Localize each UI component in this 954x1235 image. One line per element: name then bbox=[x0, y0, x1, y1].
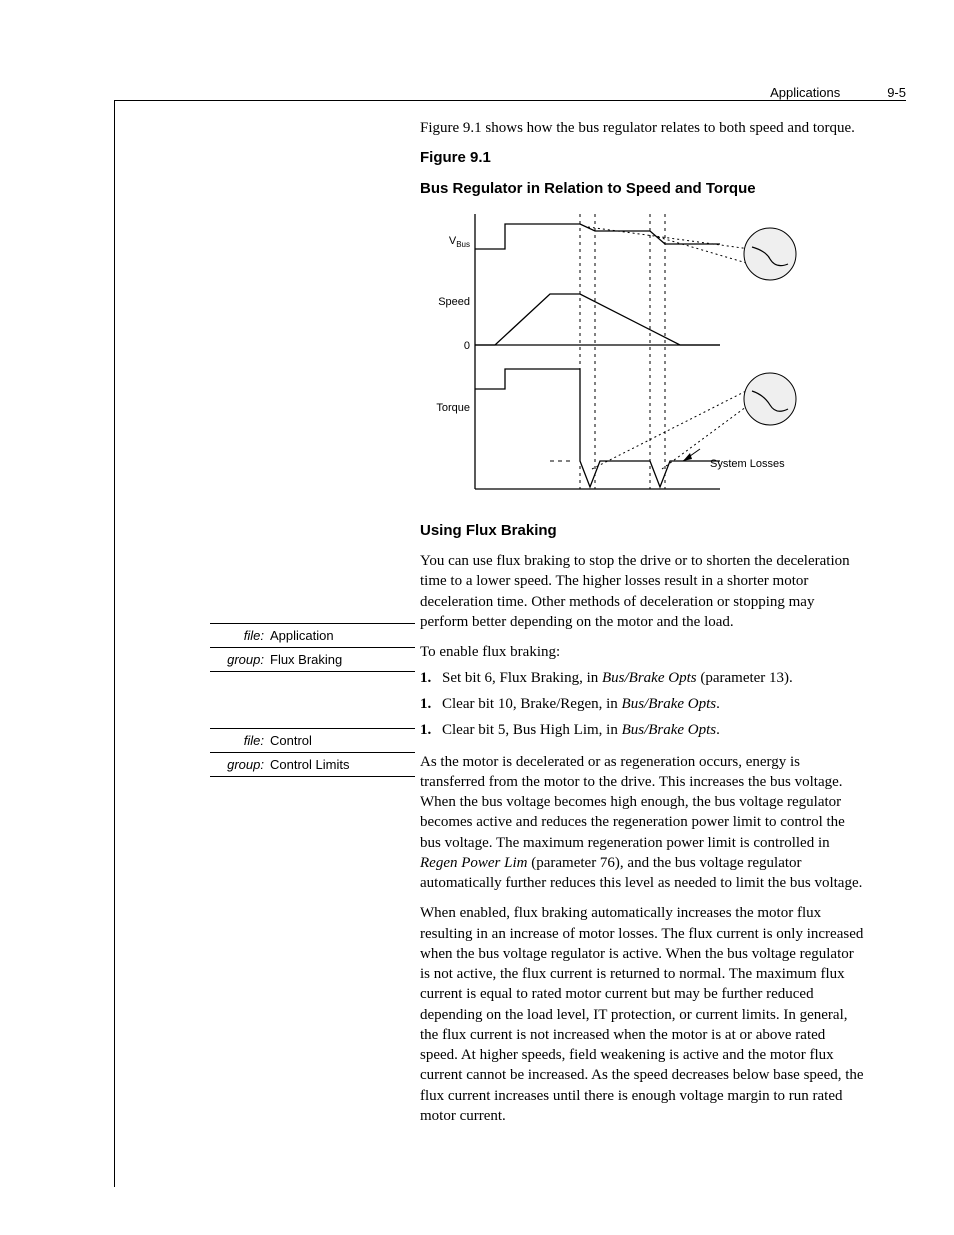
section-p3: As the motor is decelerated or as regene… bbox=[420, 752, 864, 894]
step-pre: Set bit 6, Flux Braking, in bbox=[442, 670, 602, 686]
intro-paragraph: Figure 9.1 shows how the bus regulator r… bbox=[420, 118, 864, 138]
step-em: Bus/Brake Opts bbox=[622, 722, 717, 738]
header-title: Applications bbox=[770, 85, 840, 100]
sidebar-value: Control bbox=[268, 733, 312, 748]
system-losses-label: System Losses bbox=[710, 458, 785, 470]
section-p4: When enabled, flux braking automatically… bbox=[420, 903, 864, 1126]
zero-label: 0 bbox=[464, 340, 470, 352]
step-post: . bbox=[716, 722, 720, 738]
section-p1: You can use flux braking to stop the dri… bbox=[420, 551, 864, 632]
step-number: 1. bbox=[420, 668, 442, 690]
step-em: Bus/Brake Opts bbox=[602, 670, 697, 686]
step-item: 1. Clear bit 10, Brake/Regen, in Bus/Bra… bbox=[420, 694, 864, 716]
step-number: 1. bbox=[420, 694, 442, 716]
page-header: Applications 9-5 bbox=[114, 85, 906, 100]
margin-rule bbox=[114, 100, 115, 1187]
step-post: . bbox=[716, 696, 720, 712]
main-column: Figure 9.1 shows how the bus regulator r… bbox=[420, 118, 864, 1136]
torque-label: Torque bbox=[436, 402, 470, 414]
p3-em: Regen Power Lim bbox=[420, 855, 527, 871]
p3-pre: As the motor is decelerated or as regene… bbox=[420, 754, 845, 851]
sidebar-key: file: bbox=[216, 733, 268, 748]
step-pre: Clear bit 10, Brake/Regen, in bbox=[442, 696, 622, 712]
sidebar-box-application: file: Application group: Flux Braking bbox=[210, 623, 415, 672]
sidebar-value: Flux Braking bbox=[268, 652, 342, 667]
sidebar-key: file: bbox=[216, 628, 268, 643]
header-rule bbox=[114, 100, 906, 101]
step-post: (parameter 13). bbox=[697, 670, 793, 686]
svg-text:VBus: VBus bbox=[449, 235, 470, 249]
step-item: 1. Clear bit 5, Bus High Lim, in Bus/Bra… bbox=[420, 720, 864, 742]
section-heading: Using Flux Braking bbox=[420, 521, 864, 541]
speed-label: Speed bbox=[438, 296, 470, 308]
sidebar-value: Control Limits bbox=[268, 757, 349, 772]
steps-list: 1. Set bit 6, Flux Braking, in Bus/Brake… bbox=[420, 668, 864, 741]
header-page-number: 9-5 bbox=[887, 85, 906, 100]
figure-label: Figure 9.1 bbox=[420, 148, 864, 168]
step-em: Bus/Brake Opts bbox=[622, 696, 717, 712]
vbus-label-sub: Bus bbox=[456, 240, 470, 249]
bus-regulator-diagram: VBus Speed 0 Torque System Losses bbox=[420, 209, 820, 499]
sidebar-value: Application bbox=[268, 628, 334, 643]
step-number: 1. bbox=[420, 720, 442, 742]
step-pre: Clear bit 5, Bus High Lim, in bbox=[442, 722, 622, 738]
section-p-enable: To enable flux braking: bbox=[420, 642, 864, 662]
step-item: 1. Set bit 6, Flux Braking, in Bus/Brake… bbox=[420, 668, 864, 690]
sidebar-key: group: bbox=[216, 652, 268, 667]
sidebar-box-control: file: Control group: Control Limits bbox=[210, 728, 415, 777]
sidebar-key: group: bbox=[216, 757, 268, 772]
figure-caption: Bus Regulator in Relation to Speed and T… bbox=[420, 179, 864, 199]
